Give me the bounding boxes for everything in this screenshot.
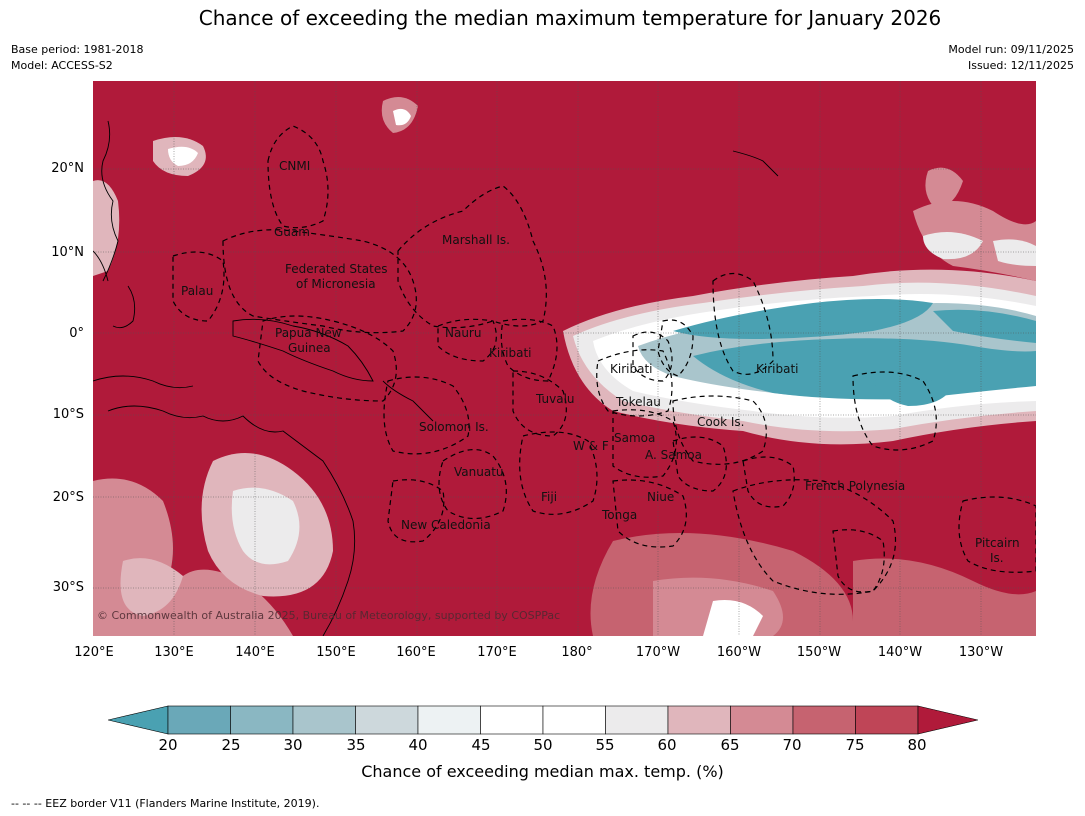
lat-tick-label: 10°S [52, 407, 84, 422]
lon-tick-label: 120°E [74, 645, 114, 660]
lat-tick-label: 20°N [51, 161, 84, 176]
lon-tick-label: 150°W [796, 645, 842, 660]
lon-tick-label: 140°E [235, 645, 275, 660]
colorbar-tick-label: 55 [595, 736, 615, 754]
map-title: Chance of exceeding the median maximum t… [198, 6, 942, 30]
model-name: Model: ACCESS-S2 [11, 59, 113, 72]
lat-tick-label: 10°N [51, 245, 84, 260]
place-label: Papua New [275, 326, 342, 340]
map-canvas [93, 81, 1036, 636]
place-label: of Micronesia [296, 277, 376, 291]
colorbar-tick-label: 45 [471, 736, 491, 754]
place-label: Federated States [285, 262, 388, 276]
temperature-field [93, 97, 1036, 636]
place-label: Marshall Is. [442, 233, 510, 247]
lon-tick-label: 130°E [154, 645, 194, 660]
colorbar-cell [417, 705, 481, 735]
colorbar-tick-label: 75 [845, 736, 865, 754]
colorbar-tick-label: 80 [907, 736, 927, 754]
colorbar-cell [855, 705, 919, 735]
place-label: Tonga [602, 508, 638, 522]
colorbar-cell [292, 705, 356, 735]
place-label: Fiji [541, 490, 558, 504]
gridlines [93, 81, 1036, 636]
lon-tick-label: 170°E [477, 645, 517, 660]
coastlines [93, 120, 779, 636]
place-label: Samoa [614, 431, 656, 445]
model-run: Model run: 09/11/2025 [948, 43, 1074, 56]
colorbar [107, 705, 979, 735]
lon-tick-label: 160°W [716, 645, 762, 660]
colorbar-cell [667, 705, 731, 735]
place-label: CNMI [279, 159, 311, 173]
place-label: Guam [274, 225, 310, 239]
colorbar-cells [107, 705, 979, 735]
colorbar-title: Chance of exceeding median max. temp. (%… [361, 762, 724, 781]
issued-date: Issued: 12/11/2025 [967, 59, 1074, 72]
colorbar-tick-label: 25 [221, 736, 241, 754]
colorbar-tick-label: 50 [533, 736, 553, 754]
lon-tick-label: 180° [561, 645, 593, 660]
colorbar-tick-label: 65 [720, 736, 740, 754]
colorbar-cell [480, 705, 544, 735]
place-label: Palau [181, 284, 214, 298]
colorbar-extension-high [917, 705, 979, 735]
colorbar-tick-label: 40 [408, 736, 428, 754]
lon-tick-label: 140°W [877, 645, 923, 660]
colorbar-tick-label: 70 [782, 736, 802, 754]
place-label: Pitcairn [975, 536, 1020, 550]
place-label: Kiribati [610, 362, 653, 376]
place-label: Solomon Is. [419, 420, 489, 434]
place-label: Guinea [288, 341, 331, 355]
lon-tick-label: 170°W [635, 645, 681, 660]
colorbar-cell [730, 705, 794, 735]
colorbar-cell [355, 705, 419, 735]
lon-tick-label: 150°E [316, 645, 356, 660]
colorbar-extension-low [107, 705, 169, 735]
place-label: Kiribati [489, 346, 532, 360]
place-label: Tuvalu [536, 392, 575, 406]
cool-anomaly-band [563, 269, 1036, 445]
colorbar-tick-label: 35 [346, 736, 366, 754]
lon-tick-label: 160°E [396, 645, 436, 660]
lat-tick-label: 30°S [52, 580, 84, 595]
place-label: Cook Is. [697, 415, 745, 429]
place-label: French Polynesia [805, 479, 906, 493]
colorbar-cell [605, 705, 669, 735]
colorbar-tick-label: 60 [657, 736, 677, 754]
colorbar-tick-label: 30 [283, 736, 303, 754]
map-panel: © Commonwealth of Australia 2025, Bureau… [93, 81, 1036, 636]
place-label: Nauru [445, 326, 482, 340]
place-label: Niue [647, 490, 675, 504]
colorbar-tick-label: 20 [158, 736, 178, 754]
colorbar-cell [792, 705, 856, 735]
lon-tick-label: 130°W [958, 645, 1004, 660]
place-label: Kiribati [756, 362, 799, 376]
colorbar-cell [230, 705, 294, 735]
place-label: New Caledonia [401, 518, 491, 532]
eez-footnote: -- -- -- EEZ border V11 (Flanders Marine… [11, 797, 320, 810]
meta-left: Base period: 1981-2018 Model: ACCESS-S2 [11, 42, 143, 74]
place-label: Is. [990, 551, 1004, 565]
lat-tick-label: 20°S [52, 490, 84, 505]
eez-borders [172, 125, 1036, 595]
place-label: Vanuatu [454, 465, 504, 479]
place-label: W & F [573, 439, 609, 453]
copyright-notice: © Commonwealth of Australia 2025, Bureau… [97, 609, 561, 622]
colorbar-cell [542, 705, 606, 735]
colorbar-cell [167, 705, 231, 735]
lat-tick-label: 0° [69, 326, 84, 341]
place-label: Tokelau [616, 395, 661, 409]
place-label: A. Samoa [645, 448, 702, 462]
meta-right: Model run: 09/11/2025 Issued: 12/11/2025 [948, 42, 1074, 74]
colorbar-graphic [107, 705, 979, 735]
base-period: Base period: 1981-2018 [11, 43, 144, 56]
